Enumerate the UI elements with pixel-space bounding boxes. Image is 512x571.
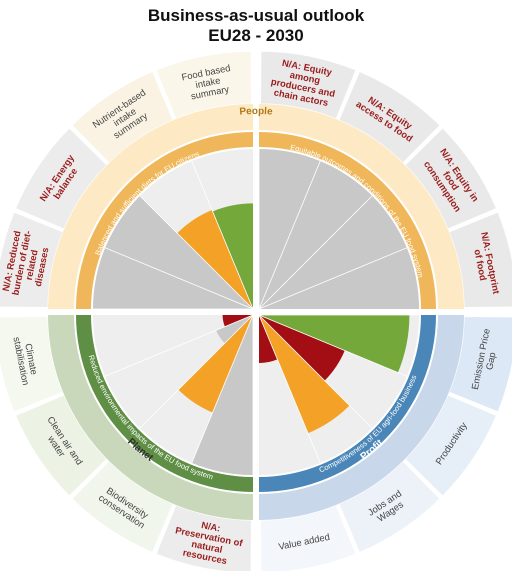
performance-bar <box>259 315 350 434</box>
sector-divider <box>139 195 254 310</box>
performance-bar <box>216 315 253 344</box>
indicator-label-line: N/A: <box>200 519 221 534</box>
performance-bar <box>212 203 253 309</box>
performance-bar <box>259 149 321 309</box>
sector-divider <box>105 314 254 377</box>
chart-title-line-1: Business-as-usual outlook <box>147 6 365 25</box>
sector-divider <box>258 314 373 429</box>
objective-band <box>259 132 436 309</box>
sector-divider <box>258 195 373 310</box>
performance-bar <box>93 247 253 309</box>
sector-divider <box>191 314 254 463</box>
dimension-label-people: People <box>239 106 273 118</box>
performance-bar <box>259 315 410 373</box>
performance-bar <box>259 247 419 309</box>
sector-divider <box>258 314 407 377</box>
sector-divider <box>258 314 321 463</box>
sector-divider <box>191 161 254 310</box>
performance-bar <box>178 315 253 413</box>
sector-dividers <box>93 149 419 475</box>
dimension-band <box>48 315 253 520</box>
dimension-band <box>259 104 464 309</box>
performance-bar <box>191 315 253 475</box>
objective-ring <box>76 132 436 492</box>
indicator-sectors <box>0 50 512 571</box>
objective-band <box>259 315 436 492</box>
indicator-label-line: intake <box>195 74 222 90</box>
performance-bar <box>259 195 407 309</box>
performance-bars <box>93 149 419 475</box>
dimension-ring <box>48 104 464 520</box>
chart-title-line-2: EU28 - 2030 <box>208 26 304 45</box>
performance-bar <box>259 161 373 309</box>
performance-bar <box>259 315 345 381</box>
chart-title: Business-as-usual outlook EU28 - 2030 <box>0 6 512 46</box>
sector-divider <box>105 247 254 310</box>
objective-band <box>76 315 253 492</box>
sector-divider <box>258 161 321 310</box>
sector-divider <box>139 314 254 429</box>
performance-bar <box>105 195 253 309</box>
dimension-band <box>48 104 253 309</box>
performance-bar <box>177 209 253 309</box>
dimension-band <box>259 315 464 520</box>
sector-divider <box>258 247 407 310</box>
indicator-label-line: Gap <box>483 351 497 371</box>
objective-band <box>76 132 253 309</box>
